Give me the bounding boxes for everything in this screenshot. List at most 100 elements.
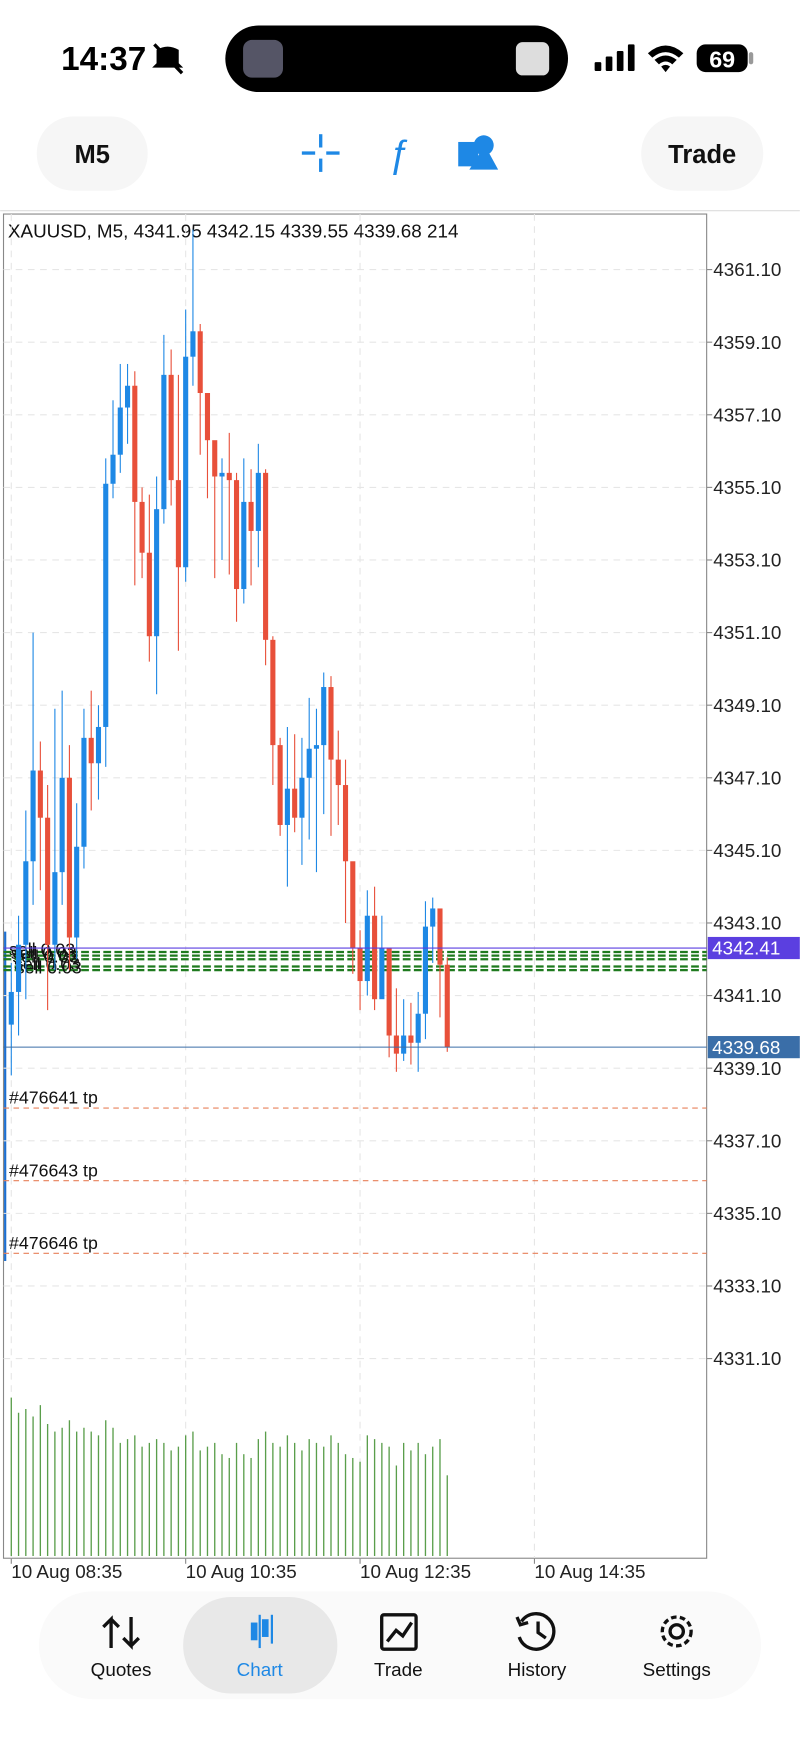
candle-body	[183, 356, 189, 568]
candle-body	[401, 1035, 407, 1054]
candle-body	[437, 908, 443, 965]
y-tick-label: 4331.10	[713, 1348, 781, 1369]
nav-bar	[39, 1591, 761, 1700]
candle-body	[117, 407, 123, 455]
candle-body	[386, 948, 392, 1036]
candle-body	[255, 472, 261, 531]
candle-body	[175, 480, 181, 568]
history-icon	[515, 1612, 556, 1651]
tp-label: #476643 tp	[9, 1160, 98, 1180]
wifi-icon	[647, 45, 684, 73]
candle-body	[146, 552, 152, 637]
candle-body	[30, 770, 36, 862]
x-tick-label: 10 Aug 14:35	[534, 1561, 645, 1582]
y-tick-label: 4345.10	[713, 840, 781, 861]
trade-button-label: Trade	[668, 141, 736, 169]
y-tick-label: 4353.10	[713, 550, 781, 571]
candle-body	[59, 777, 65, 873]
candle-body	[299, 777, 305, 818]
candle-body	[95, 726, 102, 764]
candle-body	[66, 777, 72, 938]
nav-label[interactable]: Quotes	[91, 1659, 152, 1680]
crosshair-button[interactable]	[301, 134, 340, 172]
y-tick-label: 4343.10	[713, 913, 781, 934]
candle-body	[306, 748, 312, 778]
candle-body	[415, 1013, 421, 1043]
trade-icon	[380, 1613, 418, 1651]
objects-button[interactable]	[458, 135, 499, 170]
y-tick-label: 4333.10	[713, 1276, 781, 1297]
timeframe-button[interactable]	[36, 116, 148, 191]
candle-body	[408, 1035, 414, 1043]
candle-body	[219, 472, 225, 477]
y-tick-label: 4361.10	[713, 259, 781, 280]
candle-body	[110, 454, 116, 484]
candle-body	[335, 759, 341, 786]
candle-body	[248, 501, 254, 531]
candle-body	[168, 374, 174, 481]
price-tag	[707, 936, 800, 960]
candle-body	[430, 908, 436, 927]
indicators-button[interactable]: ƒ	[388, 132, 409, 175]
mute-icon	[152, 43, 184, 75]
candle-body	[88, 737, 94, 764]
chart: XAUUSD, M5, 4341.95 4342.15 4339.55 4339…	[2, 213, 800, 1564]
app-thumbnail	[243, 39, 283, 78]
candle-body	[37, 770, 43, 818]
y-tick-label: 4337.10	[713, 1130, 781, 1151]
candle-body	[197, 331, 203, 394]
y-tick-label: 4341.10	[713, 985, 781, 1006]
candle-body	[350, 861, 356, 949]
candle-body	[74, 846, 80, 938]
y-tick-label: 4357.10	[713, 404, 781, 425]
candle-body	[161, 374, 167, 510]
battery-tip	[748, 52, 754, 65]
candle-body	[422, 926, 429, 1014]
signal-icon	[594, 44, 635, 71]
candle-body	[292, 788, 298, 818]
nav-label[interactable]: Settings	[643, 1659, 711, 1680]
position-label: sell 0.03	[16, 957, 82, 977]
candle-body	[277, 745, 283, 825]
price-tag-label: 4339.68	[712, 1037, 780, 1058]
nav-labels: Quotes Chart Trade History Settings	[91, 1659, 711, 1680]
nav-label[interactable]: Chart	[237, 1659, 284, 1680]
settings-icon	[660, 1615, 693, 1648]
candle-body	[321, 687, 327, 746]
y-tick-label: 4347.10	[713, 767, 781, 788]
y-tick-label: 4335.10	[713, 1203, 781, 1224]
trade-button[interactable]	[641, 116, 764, 191]
y-tick-label: 4355.10	[713, 477, 781, 498]
candle-body	[233, 480, 240, 590]
battery-level: 69	[709, 47, 735, 73]
y-tick-label: 4359.10	[713, 332, 781, 353]
speaker-icon	[515, 42, 550, 76]
candle-body	[313, 745, 320, 749]
candle-body	[8, 991, 14, 1025]
chart-icon	[250, 1614, 274, 1649]
candle-body	[139, 501, 145, 553]
y-tick-label: 4339.10	[713, 1058, 781, 1079]
nav-label[interactable]: History	[508, 1659, 567, 1680]
nav-label[interactable]: Trade	[374, 1659, 423, 1680]
candle-body	[357, 948, 363, 982]
candle-body	[342, 785, 349, 862]
candle-body	[23, 861, 29, 945]
tp-label: #476641 tp	[9, 1088, 98, 1108]
dynamic-island	[225, 25, 569, 93]
y-tick-label: 4349.10	[713, 695, 781, 716]
candle-body	[154, 509, 160, 637]
candle-body	[372, 915, 378, 1000]
clock: 14:37	[61, 41, 146, 78]
x-tick-label: 10 Aug 08:35	[11, 1561, 122, 1582]
candle-body	[45, 817, 51, 945]
x-tick-label: 10 Aug 12:35	[360, 1561, 471, 1582]
candle-body	[52, 872, 58, 945]
quotes-icon	[102, 1615, 140, 1650]
timeframe-label: M5	[75, 141, 110, 169]
tp-label: #476646 tp	[9, 1233, 98, 1253]
candle-body	[444, 964, 450, 1048]
candle-body	[241, 501, 247, 590]
